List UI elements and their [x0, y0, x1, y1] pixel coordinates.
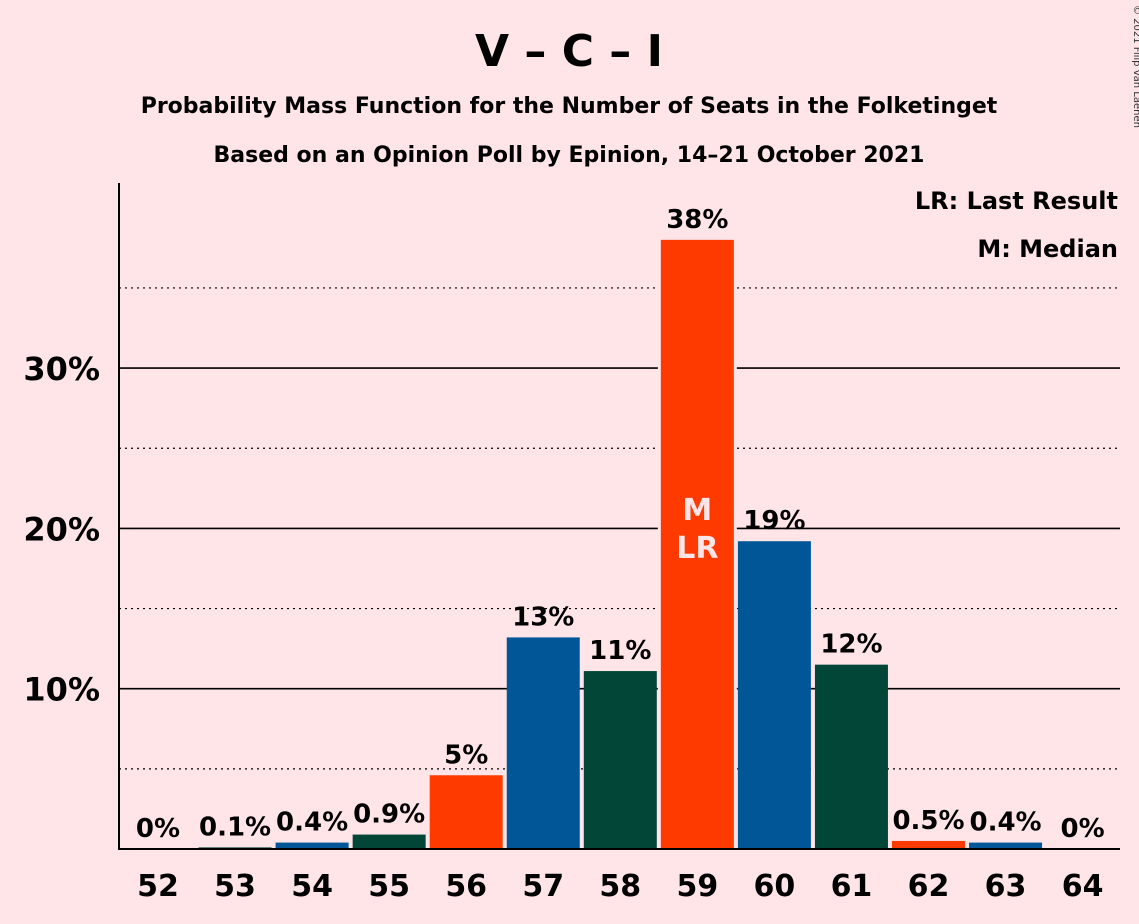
data-label-seat-61: 12% — [820, 630, 882, 660]
bar-seat-61 — [814, 664, 888, 849]
data-label-seat-63: 0.4% — [969, 808, 1041, 838]
x-tick-label: 53 — [214, 869, 256, 904]
median-marker: M — [682, 493, 712, 528]
data-label-seat-62: 0.5% — [892, 806, 964, 836]
copyright-note: © 2021 Filip van Laenen — [1131, 5, 1139, 128]
y-tick-label: 10% — [23, 671, 100, 709]
y-tick-label: 30% — [23, 350, 100, 388]
data-label-seat-64: 0% — [1061, 814, 1105, 844]
chart-title: V – C – I — [475, 26, 663, 77]
data-label-seat-58: 11% — [589, 636, 651, 666]
x-axis-ticks: 52 53 54 55 56 57 58 59 60 61 62 63 64 — [137, 869, 1103, 904]
x-tick-label: 64 — [1062, 869, 1104, 904]
data-label-seat-57: 13% — [512, 602, 574, 632]
last-result-marker: LR — [676, 531, 718, 566]
data-label-seat-55: 0.9% — [353, 800, 425, 830]
x-tick-label: 60 — [754, 869, 796, 904]
chart-subtitle-1: Probability Mass Function for the Number… — [141, 94, 998, 119]
x-tick-label: 61 — [831, 869, 873, 904]
bar-seat-60 — [737, 541, 811, 849]
bar-seat-56 — [429, 775, 503, 849]
data-label-seat-56: 5% — [444, 740, 488, 770]
bar-markers: MLR — [676, 493, 718, 566]
y-axis-ticks: 10% 20% 30% — [23, 350, 100, 709]
bar-seat-55 — [352, 834, 426, 849]
x-tick-label: 63 — [985, 869, 1027, 904]
data-labels: 0% 0.1% 0.4% 0.9%5%13%11%38%19%12%0.5% 0.4% 0… — [136, 205, 1105, 844]
bar-seat-54 — [275, 842, 349, 849]
legend-median: M: Median — [977, 235, 1118, 263]
bar-seat-59 — [657, 236, 737, 853]
bar-seat-58 — [583, 671, 657, 849]
y-tick-label: 20% — [23, 510, 100, 548]
bar-seat-62 — [892, 840, 965, 849]
x-tick-label: 62 — [908, 869, 950, 904]
data-label-seat-60: 19% — [743, 506, 805, 536]
x-tick-label: 55 — [368, 869, 410, 904]
x-tick-label: 54 — [291, 869, 333, 904]
bar-seat-63 — [969, 842, 1043, 849]
data-label-seat-54: 0.4% — [276, 808, 348, 838]
data-label-seat-52: 0% — [136, 814, 180, 844]
bars — [198, 236, 1043, 853]
x-tick-label: 56 — [445, 869, 487, 904]
data-label-seat-53: 0.1% — [199, 812, 271, 842]
x-tick-label: 58 — [599, 869, 641, 904]
gridlines — [119, 287, 1120, 770]
chart-subtitle-2: Based on an Opinion Poll by Epinion, 14–… — [214, 143, 925, 168]
legend-last-result: LR: Last Result — [915, 187, 1118, 215]
x-tick-label: 52 — [137, 869, 179, 904]
data-label-seat-59: 38% — [666, 205, 728, 235]
x-tick-label: 57 — [522, 869, 564, 904]
x-tick-label: 59 — [676, 869, 718, 904]
bar-seat-57 — [506, 637, 580, 849]
